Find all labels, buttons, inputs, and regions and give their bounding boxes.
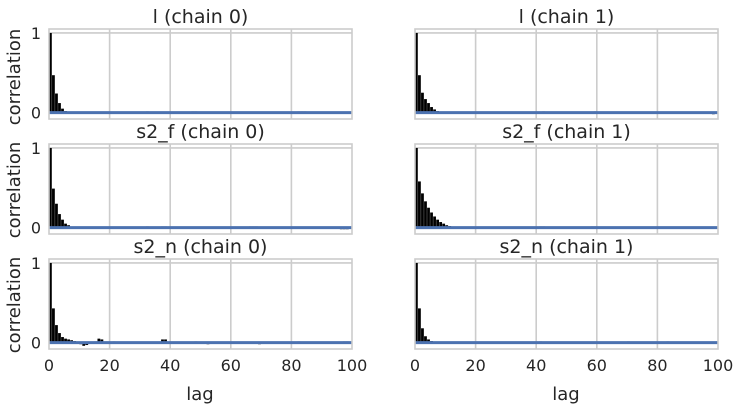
autocorrelation-panel-3: s2_f (chain 1) [414,121,719,235]
acf-bar [424,336,427,343]
x-tick-label: 60 [587,356,607,375]
panel-frame [48,143,353,235]
autocorrelation-panel-0: l (chain 0) 1 0 [31,6,353,123]
acf-bar [55,203,58,228]
acf-bar [415,147,418,228]
acf-bar [439,222,443,228]
x-tick-label: 40 [160,356,180,375]
x-axis-label-right: lag [552,384,579,405]
acf-bar [52,308,55,343]
y-axis-label-row-1: correlation [4,142,25,239]
autocorrelation-panel-2: s2_f (chain 0) 1 0 [31,121,353,238]
acf-bar [164,339,167,343]
acf-bar [421,92,424,113]
acf-bar [424,99,427,113]
acf-bar [424,201,427,228]
acf-bar [415,32,418,113]
panel-title: s2_f (chain 0) [136,121,265,143]
acf-bar [55,93,58,113]
acf-bar [49,32,52,113]
y-tick-label: 1 [31,24,41,43]
panel-frame [414,258,719,350]
x-tick-label: 20 [465,356,485,375]
y-tick-label: 1 [31,254,41,273]
acf-bar [427,103,430,113]
panel-title: s2_f (chain 1) [502,121,631,143]
acf-bar [58,214,61,228]
y-axis-label-row-0: correlation [4,29,25,126]
subplot-grid: l (chain 0)10l (chain 1)s2_f (chain 0)10… [31,6,733,375]
x-tick-label: 0 [44,356,54,375]
acf-bar [52,188,55,228]
acf-bar [49,262,52,343]
panel-title: s2_n (chain 1) [500,236,634,258]
acf-bar [415,262,418,343]
acf-bar [61,337,64,343]
acf-bar [421,193,424,228]
acf-bar [61,108,64,113]
y-tick-label: 0 [31,104,41,123]
x-tick-label: 0 [410,356,420,375]
panel-title: l (chain 0) [153,6,249,28]
x-tick-label: 80 [647,356,667,375]
x-tick-label: 80 [281,356,301,375]
acf-bar [427,207,430,228]
x-tick-label: 60 [221,356,241,375]
acf-bar [430,107,433,113]
acf-bar [421,328,424,343]
acf-bar [100,339,104,343]
acf-bar [58,333,61,343]
acf-bar [430,212,433,228]
panel-title: l (chain 1) [519,6,615,28]
y-axis-label-row-2: correlation [4,257,25,354]
x-tick-label: 40 [526,356,546,375]
acf-bar [433,109,436,113]
y-tick-label: 0 [31,219,41,238]
acf-bar [436,219,439,228]
acf-bar [67,339,70,343]
autocorrelation-panel-5: s2_n (chain 1) 0 20 40 60 80 100 [410,236,733,375]
acf-bar [427,339,430,343]
acf-bar [418,308,421,343]
acf-bar [82,342,86,346]
acf-bar [58,103,61,113]
acf-bar [161,339,164,343]
x-tick-label: 100 [337,356,368,375]
panel-frame [414,143,719,235]
autocorrelation-panel-4: s2_n (chain 0)100 20 40 60 80 100 [31,236,367,375]
x-tick-label: 20 [99,356,119,375]
acf-bar [442,223,446,228]
panel-frame [48,258,353,350]
acf-bar [64,338,67,343]
acf-bar [418,181,421,228]
acf-bar [49,147,52,228]
panel-title: s2_n (chain 0) [134,236,268,258]
acf-bar [97,338,101,343]
autocorrelation-panel-1: l (chain 1) [414,6,719,120]
y-tick-label: 1 [31,139,41,158]
x-tick-label: 100 [703,356,734,375]
y-tick-label: 0 [31,334,41,353]
x-axis-label-left: lag [186,384,213,405]
acf-bar [418,75,421,113]
acf-bar [61,219,64,228]
acf-bar [64,223,67,228]
acf-bar [433,216,436,228]
panel-frame [48,28,353,120]
acf-bar [55,325,58,343]
panel-frame [414,28,719,120]
acf-bar [52,75,55,113]
